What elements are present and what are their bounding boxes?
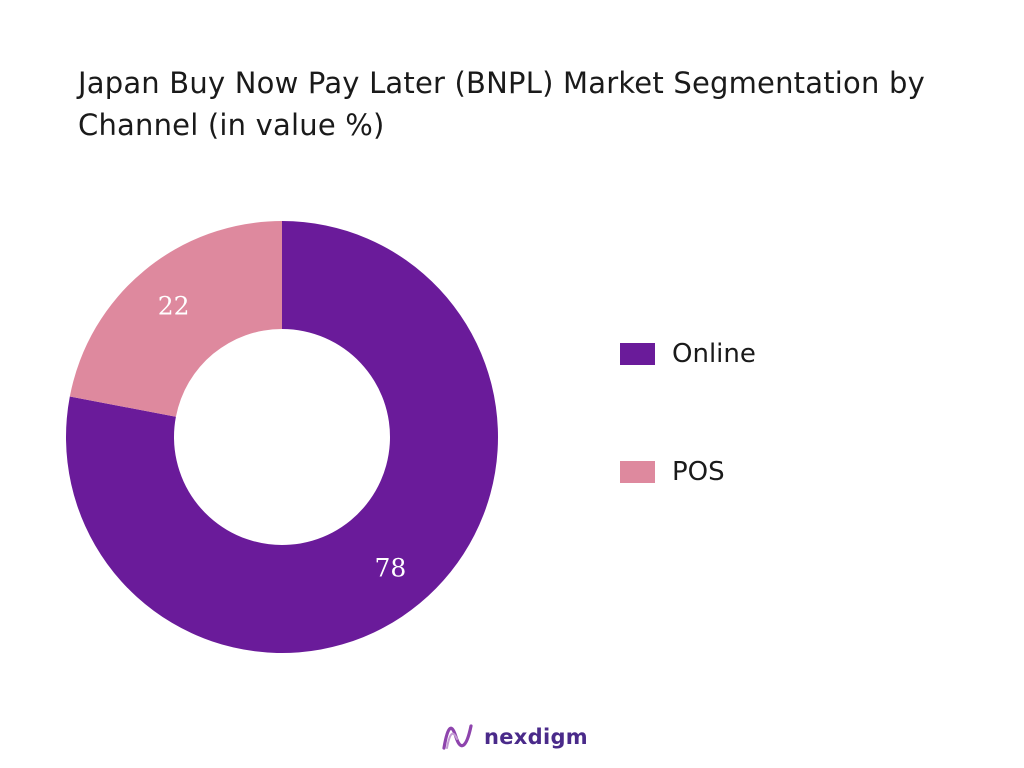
legend-label-pos: POS	[672, 457, 725, 487]
donut-slice-pos	[69, 221, 282, 417]
donut-chart: 78 22	[65, 221, 498, 653]
nexdigm-wave-icon	[442, 724, 473, 750]
legend-item-pos: POS	[620, 454, 756, 490]
legend-item-online: Online	[620, 336, 756, 372]
data-label-online: 78	[374, 553, 406, 582]
chart-title: Japan Buy Now Pay Later (BNPL) Market Se…	[78, 66, 925, 142]
legend-swatch-online	[620, 343, 655, 365]
data-label-pos: 22	[158, 292, 190, 321]
legend-label-online: Online	[672, 339, 756, 369]
brand-name: nexdigm	[484, 725, 588, 749]
chart-legend: Online POS	[620, 336, 756, 572]
donut-slice-online	[65, 221, 498, 653]
legend-swatch-pos	[620, 461, 655, 483]
brand-logo: nexdigm	[440, 722, 588, 752]
